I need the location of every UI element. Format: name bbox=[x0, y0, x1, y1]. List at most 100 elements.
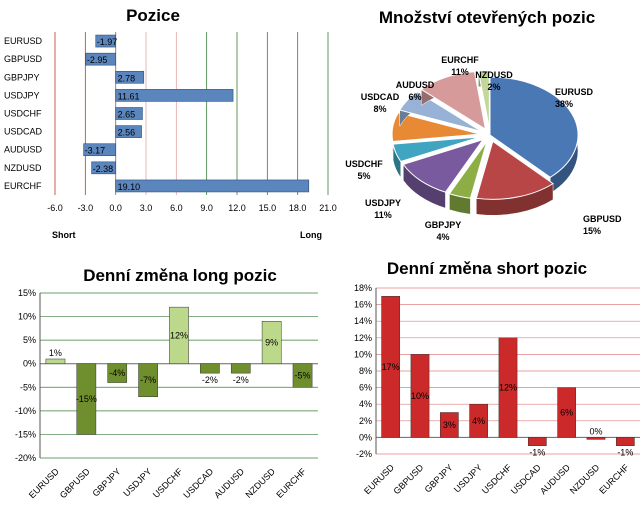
pozice-tick-label: 9.0 bbox=[200, 203, 213, 213]
pie-slice-value: 5% bbox=[357, 171, 370, 181]
short-change-category-label: EURCHF bbox=[597, 462, 631, 496]
long-change-bar bbox=[107, 363, 128, 383]
short-change-value-label: 0% bbox=[589, 426, 602, 436]
pozice-tick-label: 21.0 bbox=[319, 203, 337, 213]
pie-slice bbox=[402, 138, 485, 193]
short-change-value-label: 12% bbox=[499, 383, 517, 393]
pozice-bar bbox=[83, 143, 116, 157]
pozice-category-label: USDJPY bbox=[4, 90, 40, 100]
short-change-value-label: 17% bbox=[382, 362, 400, 372]
long-change-value-label: -7% bbox=[140, 375, 156, 385]
long-change-category-label: AUDUSD bbox=[212, 466, 246, 500]
long-change-category-label: NZDUSD bbox=[243, 466, 277, 500]
long-change-value-label: -2% bbox=[233, 375, 249, 385]
pie-slice-name: USDCAD bbox=[361, 92, 400, 102]
pozice-category-label: EURCHF bbox=[4, 181, 42, 191]
pie-slice bbox=[392, 136, 481, 163]
short-change-bar bbox=[410, 354, 430, 438]
long-change-tick-label: 5% bbox=[23, 335, 36, 345]
short-change-value-label: -1% bbox=[529, 448, 545, 458]
pie-slice-name: EURCHF bbox=[441, 55, 479, 65]
short-change-category-label: GBPJPY bbox=[423, 462, 455, 494]
pozice-value-label: 19.10 bbox=[118, 182, 141, 192]
short-change-tick-label: -2% bbox=[356, 449, 372, 459]
pie-slice-value: 11% bbox=[451, 67, 469, 77]
short-change-category-label: USDCAD bbox=[509, 462, 543, 496]
short-change-category-label: AUDUSD bbox=[538, 462, 572, 496]
pozice-value-label: 2.78 bbox=[118, 73, 136, 83]
short-change-value-label: 10% bbox=[411, 391, 429, 401]
short-change-value-label: -1% bbox=[617, 448, 633, 458]
pie-slice-name: USDCHF bbox=[345, 159, 383, 169]
pozice-tick-label: 3.0 bbox=[140, 203, 153, 213]
pozice-bar bbox=[115, 107, 143, 120]
long-change-category-label: EURCHF bbox=[274, 466, 308, 500]
short-change-bar bbox=[557, 387, 577, 438]
short-change-tick-label: 0% bbox=[359, 432, 372, 442]
pozice-bar bbox=[115, 179, 310, 193]
pozice-value-label: -1.97 bbox=[97, 37, 118, 47]
pozice-value-label: 2.56 bbox=[118, 128, 136, 138]
pozice-bar bbox=[91, 161, 116, 175]
pozice-category-label: NZDUSD bbox=[4, 163, 42, 173]
pozice-tick-label: 6.0 bbox=[170, 203, 183, 213]
short-change-bar bbox=[381, 296, 401, 438]
long-change-bar bbox=[138, 363, 158, 397]
pie-chart: EURUSD 38% GBPUSD 15% GBPJPY 4% USDJPY 11% USDCH… bbox=[345, 55, 622, 242]
long-change-value-label: -5% bbox=[295, 371, 311, 381]
long-change-tick-label: 10% bbox=[18, 312, 36, 322]
long-change-tick-label: -20% bbox=[15, 453, 36, 463]
short-change-value-label: 4% bbox=[472, 416, 485, 426]
long-change-bar bbox=[261, 321, 282, 364]
long-change-tick-label: 0% bbox=[23, 359, 36, 369]
pozice-value-label: -2.38 bbox=[93, 164, 114, 174]
long-change-category-label: GBPJPY bbox=[90, 466, 122, 498]
pozice-bar bbox=[115, 70, 145, 84]
pozice-bar bbox=[95, 34, 116, 48]
long-change-bar bbox=[292, 363, 313, 388]
short-change-category-label: GBPUSD bbox=[391, 462, 425, 496]
pie-slice-name: EURUSD bbox=[555, 87, 594, 97]
pozice-tick-label: -6.0 bbox=[47, 203, 63, 213]
pozice-value-label: -3.17 bbox=[85, 146, 106, 156]
pozice-category-label: EURUSD bbox=[4, 36, 43, 46]
pie-title: Množství otevřených pozic bbox=[378, 8, 596, 27]
pozice-tick-label: -3.0 bbox=[78, 203, 94, 213]
long-change-tick-label: -10% bbox=[15, 406, 36, 416]
short-change-tick-label: 8% bbox=[359, 366, 372, 376]
long-change-value-label: 1% bbox=[49, 348, 62, 358]
short-change-bar bbox=[527, 437, 547, 446]
short-change-tick-label: 14% bbox=[354, 316, 372, 326]
pie-slice bbox=[448, 140, 488, 199]
pozice-bar bbox=[115, 125, 142, 138]
short-change-tick-label: 10% bbox=[354, 349, 372, 359]
pie-slice-value: 4% bbox=[436, 232, 449, 242]
pozice-value-label: 11.61 bbox=[118, 91, 140, 101]
long-change-tick-label: -15% bbox=[15, 429, 36, 439]
short-change-value-label: 3% bbox=[443, 420, 456, 430]
short-change-tick-label: 6% bbox=[359, 383, 372, 393]
long-change-category-label: USDJPY bbox=[121, 466, 153, 498]
long-change-bar bbox=[169, 306, 189, 364]
short-change-category-label: NZDUSD bbox=[568, 462, 602, 496]
long-change-category-label: USDCAD bbox=[181, 466, 215, 500]
pie-slice-value: 15% bbox=[583, 226, 601, 236]
long-change-bar bbox=[45, 358, 66, 364]
pie-slice-name: USDJPY bbox=[365, 198, 401, 208]
pie-slice-name: AUDUSD bbox=[396, 80, 435, 90]
short-change-tick-label: 12% bbox=[354, 333, 372, 343]
pie-slice-name: GBPJPY bbox=[425, 220, 462, 230]
pie-slice-name: NZDUSD bbox=[475, 70, 513, 80]
pozice-tick-label: 12.0 bbox=[228, 203, 246, 213]
long-change-bar bbox=[230, 363, 251, 374]
short-change-bar bbox=[469, 403, 489, 438]
short-label: Short bbox=[52, 230, 76, 240]
pozice-category-label: USDCAD bbox=[4, 127, 43, 137]
long-change-value-label: -2% bbox=[202, 375, 218, 385]
short-change-tick-label: 2% bbox=[359, 416, 372, 426]
long-change-chart: -20% -15% -10% -5% 0% 5% 10% 15% 1% EURUSD -15% GBP… bbox=[15, 288, 318, 500]
pie-slice-value: 8% bbox=[373, 104, 386, 114]
pozice-bar bbox=[115, 89, 234, 102]
short-change-bar bbox=[586, 437, 606, 440]
